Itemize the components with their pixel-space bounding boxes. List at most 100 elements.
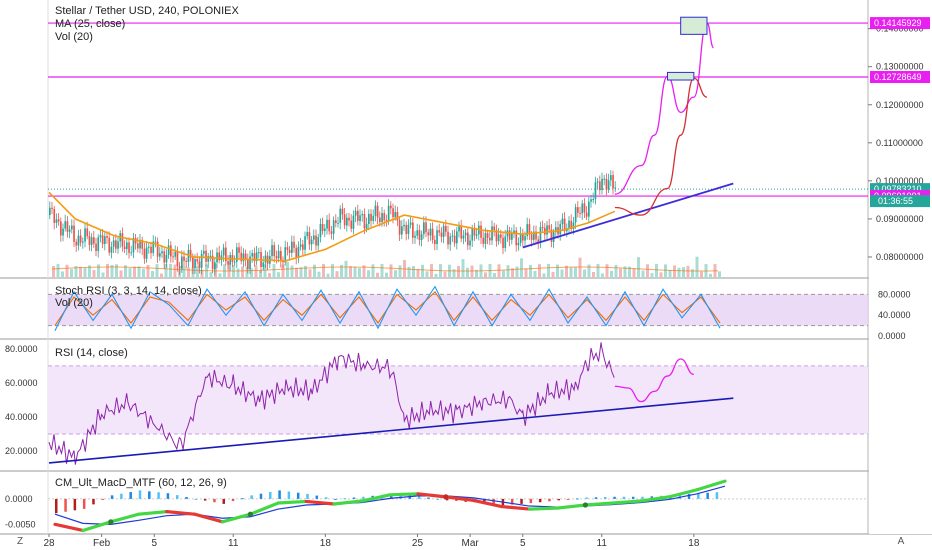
macd-pane [48,479,868,533]
zoom-button[interactable]: Z [17,536,23,547]
candle-body [275,256,278,259]
volume-bar [196,265,199,278]
candle-body [247,259,249,270]
volume-bar [614,264,618,278]
volume-bar [587,264,591,278]
time-axis[interactable]: 28 Feb 5 11 18 25 Mar 5 11 18 [43,534,700,549]
candle-body [335,220,337,223]
volume-bar [236,268,240,278]
candle-body [610,175,612,181]
candle-body [218,252,221,261]
candle-body [548,225,551,230]
candle-body [396,211,399,221]
support-trendline [522,182,734,249]
volume-bar [209,272,213,278]
candle-body [372,215,375,221]
candle-body [163,251,166,263]
candle-body [414,235,416,238]
candle-body [282,261,284,263]
candle-body [321,223,324,231]
volume-bar [461,259,465,278]
time-tick-label: 11 [228,538,239,549]
volume-bar [416,268,420,278]
candle-body [176,251,179,266]
indicator-axes[interactable]: 80.0000 40.0000 0.0000 80.0000 60.0000 40.000… [5,289,911,529]
candle-body [460,226,463,239]
stoch-rsi-pane [48,285,868,332]
candle-body [442,225,445,237]
candle-body [539,227,542,243]
candle-body [159,253,161,257]
candle-body [313,235,315,240]
candle-body [273,245,276,257]
candle-body [528,224,531,235]
candle-body [139,239,141,249]
candle-body [112,240,115,247]
macd-line-segment [304,499,336,506]
candle-body [264,255,267,263]
candle-body [370,213,372,221]
volume-bar [637,257,640,278]
price-axis[interactable]: 0.140000000.130000000.120000000.11000000… [868,0,932,534]
vol-legend: Vol (20) [55,31,93,43]
volume-bar [268,273,271,278]
volume-bar [371,264,375,278]
volume-bar [142,268,145,278]
macd-line-segment [667,488,699,499]
candle-body [106,236,108,238]
volume-bar [119,270,123,278]
volume-bar [79,267,82,278]
volume-bar [169,263,172,278]
volume-bar [470,265,474,278]
volume-bar [592,271,595,278]
candle-body [471,228,474,241]
candle-body [495,230,498,242]
volume-bar [241,266,244,278]
macd-histogram-bar [231,498,235,502]
candle-body [251,253,254,257]
candle-body [198,261,201,268]
candle-body [128,242,130,253]
volume-bar [659,272,663,278]
candle-body [544,227,546,235]
volume-bar [394,270,397,278]
volume-bar [601,273,604,278]
candle-body [530,234,533,240]
volume-bar [484,272,487,278]
volume-bar [425,271,429,278]
macd-histogram-bar [120,493,123,499]
volume-bar [227,262,231,278]
projection-magenta [614,22,715,195]
candle-body [253,253,256,262]
auto-scale-button[interactable]: A [898,536,905,547]
macd-histogram-bar [110,495,114,499]
candle-body [614,187,617,189]
candle-body [500,234,502,238]
candle-body [403,224,405,227]
macd-axis-label: 0.0000 [5,494,33,504]
volume-bar [97,264,100,278]
candle-body [328,219,331,232]
candle-body [62,228,64,236]
candle-body [172,256,174,258]
candle-body [588,201,590,217]
candle-body [258,252,260,254]
volume-bar [295,267,298,278]
candle-body [577,207,579,213]
volume-bar [106,264,109,278]
candle-body [326,219,328,229]
macd-histogram-bar [352,497,356,499]
volume-bar [277,272,280,278]
candle-body [493,226,496,231]
candle-body [280,250,282,262]
volume-bar [83,267,87,278]
candle-body [126,242,128,250]
volume-bar [317,271,321,278]
price-tick-label: 0.12000000 [876,100,924,110]
macd-line-segment [53,522,85,533]
price-tick-label: 0.09000000 [876,214,924,224]
candle-body [225,247,227,262]
candle-body [288,249,291,253]
candle-body [585,212,588,217]
